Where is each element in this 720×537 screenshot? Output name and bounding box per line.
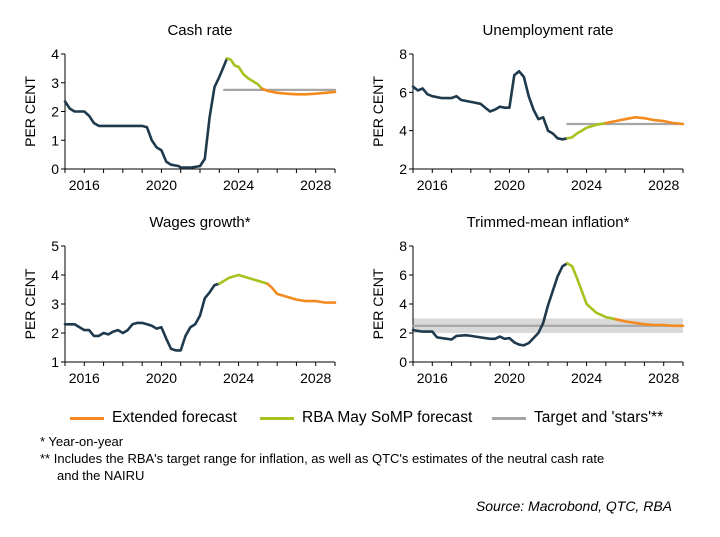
y-tick-label: 5 — [51, 238, 59, 254]
series-line-rba — [218, 273, 269, 285]
series-line-rba — [566, 262, 617, 321]
legend: Extended forecast RBA May SoMP forecast … — [70, 405, 710, 433]
y-tick-label: 1 — [51, 132, 59, 148]
chart-panel-4: Trimmed-mean inflation* PER CENT 0 2 4 6 8 2016… — [370, 214, 685, 386]
y-tick-label: 4 — [51, 46, 59, 62]
chart-panel-2: Unemployment rate PER CENT 2 4 6 8 2016 2020 202… — [370, 22, 685, 193]
y-tick-label: 1 — [51, 354, 59, 370]
x-tick-label: 2016 — [417, 370, 448, 386]
y-tick-label: 0 — [399, 354, 407, 370]
chart-title: Wages growth* — [149, 214, 250, 231]
y-tick-label: 4 — [51, 267, 59, 283]
y-tick-label: 2 — [51, 104, 59, 120]
x-tick-label: 2024 — [571, 177, 602, 193]
series-line-extended — [604, 116, 685, 126]
y-tick-label: 2 — [399, 161, 407, 177]
series-line-extended — [260, 87, 337, 96]
x-tick-label: 2024 — [223, 177, 254, 193]
x-tick-label: 2028 — [300, 177, 331, 193]
series-line-actual — [411, 262, 569, 347]
series-line-extended — [614, 317, 685, 328]
y-axis-label: PER CENT — [370, 76, 386, 147]
x-tick-label: 2028 — [300, 370, 331, 386]
legend-swatch-extended — [70, 416, 104, 420]
footnote-target-cont: and the NAIRU — [57, 468, 145, 483]
x-tick-label: 2024 — [571, 370, 602, 386]
y-tick-label: 2 — [51, 325, 59, 341]
y-axis-label: PER CENT — [370, 268, 386, 339]
series-line-rba — [225, 57, 263, 90]
x-tick-label: 2016 — [417, 177, 448, 193]
footnotes: * Year-on-year ** Includes the RBA's tar… — [40, 433, 604, 484]
y-tick-label: 8 — [399, 238, 407, 254]
y-tick-label: 8 — [399, 46, 407, 62]
legend-item-extended: Extended forecast — [70, 409, 237, 427]
legend-item-target: Target and 'stars'** — [492, 409, 663, 427]
x-tick-label: 2020 — [494, 177, 525, 193]
x-tick-label: 2028 — [648, 370, 679, 386]
chart-title: Cash rate — [167, 22, 232, 39]
x-tick-label: 2020 — [146, 177, 177, 193]
chart-title: Trimmed-mean inflation* — [467, 214, 630, 231]
chart-panel-1: Cash rate PER CENT 0 1 2 3 4 2016 2020 2024 2028 — [22, 22, 337, 193]
x-tick-label: 2024 — [223, 370, 254, 386]
y-tick-label: 6 — [399, 267, 407, 283]
y-tick-label: 2 — [399, 325, 407, 341]
series-line-actual — [63, 57, 229, 169]
x-tick-label: 2020 — [146, 370, 177, 386]
y-axis-label: PER CENT — [22, 268, 38, 339]
y-tick-label: 3 — [51, 75, 59, 91]
y-axis-label: PER CENT — [22, 76, 38, 147]
legend-item-rba: RBA May SoMP forecast — [260, 409, 472, 427]
series-line-extended — [266, 282, 337, 304]
legend-label-rba: RBA May SoMP forecast — [302, 409, 473, 426]
legend-label-target: Target and 'stars'** — [534, 409, 664, 426]
footnote-target: ** Includes the RBA's target range for i… — [40, 451, 605, 466]
source-note: Source: Macrobond, QTC, RBA — [475, 498, 672, 514]
chart-title: Unemployment rate — [483, 22, 614, 39]
legend-swatch-target — [492, 416, 526, 420]
y-tick-label: 6 — [399, 84, 407, 100]
x-tick-label: 2020 — [494, 370, 525, 386]
footnote-yoy: * Year-on-year — [40, 434, 124, 449]
y-tick-label: 3 — [51, 296, 59, 312]
y-tick-label: 4 — [399, 123, 407, 139]
x-tick-label: 2016 — [69, 370, 100, 386]
legend-swatch-rba — [260, 416, 294, 420]
series-line-actual — [411, 70, 569, 141]
series-line-rba — [566, 121, 608, 140]
y-tick-label: 0 — [51, 161, 59, 177]
chart-panel-3: Wages growth* PER CENT 1 2 3 4 5 2016 2020 2024 20… — [22, 214, 337, 386]
x-tick-label: 2028 — [648, 177, 679, 193]
legend-label-extended: Extended forecast — [112, 409, 237, 426]
x-tick-label: 2016 — [69, 177, 100, 193]
y-tick-label: 4 — [399, 296, 407, 312]
series-line-actual — [63, 282, 221, 352]
